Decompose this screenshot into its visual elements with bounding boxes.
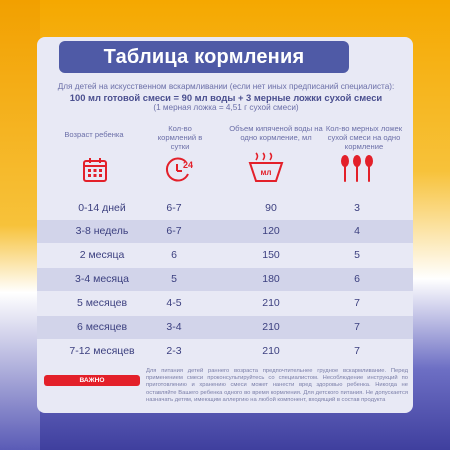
table-row: 7-12 месяцев 2-3 210 7 (37, 340, 413, 363)
column-header-water: Объем кипяченой воды на одно кормление, … (229, 124, 323, 142)
cell-age: 3-8 недель (75, 225, 129, 237)
cell-water: 120 (262, 225, 280, 237)
cell-spoons: 4 (354, 225, 360, 237)
column-header-feedings: Кол-во кормлений в сутки (157, 124, 203, 151)
table-row: 3-8 недель 6-7 120 4 (37, 220, 413, 243)
background-left (0, 0, 40, 450)
cell-age: 0-14 дней (78, 202, 126, 214)
cell-age: 2 месяца (79, 249, 125, 261)
cell-water: 210 (262, 345, 280, 357)
cell-water: 90 (265, 202, 277, 214)
cell-water: 180 (262, 273, 280, 285)
cell-feedings: 2-3 (166, 345, 182, 357)
cell-feedings: 3-4 (166, 321, 182, 333)
important-text: Для питания детей раннего возраста предп… (146, 368, 408, 403)
cell-age: 3-4 месяца (75, 273, 129, 285)
cell-spoons: 5 (354, 249, 360, 261)
cell-feedings: 6 (171, 249, 177, 261)
cell-age: 7-12 месяцев (69, 345, 135, 357)
table-row: 3-4 месяца 5 180 6 (37, 268, 413, 291)
cell-spoons: 7 (354, 345, 360, 357)
table-row: 5 месяцев 4-5 210 7 (37, 292, 413, 315)
clock-24-icon: 24 (165, 157, 193, 182)
clock-label: 24 (183, 160, 193, 170)
cell-feedings: 6-7 (166, 202, 182, 214)
table-row: 2 месяца 6 150 5 (37, 244, 413, 267)
page-title: Таблица кормления (59, 41, 349, 73)
intro-formula: 100 мл готовой смеси = 90 мл воды + 3 ме… (69, 92, 383, 103)
cell-water: 210 (262, 321, 280, 333)
intro-note: (1 мерная ложка = 4,51 г сухой смеси) (153, 103, 299, 112)
column-header-age: Возраст ребенка (64, 130, 124, 139)
cell-spoons: 7 (354, 297, 360, 309)
cell-feedings: 5 (171, 273, 177, 285)
table-row: 0-14 дней 6-7 90 3 (37, 197, 413, 220)
cell-spoons: 3 (354, 202, 360, 214)
three-spoons-icon (341, 155, 373, 182)
intro-text: Для детей на искусственном вскармливании… (44, 82, 408, 113)
cell-water: 150 (262, 249, 280, 261)
table-row: 6 месяцев 3-4 210 7 (37, 316, 413, 339)
cell-age: 5 месяцев (76, 297, 128, 309)
cell-spoons: 6 (354, 273, 360, 285)
cell-feedings: 4-5 (166, 297, 182, 309)
cell-spoons: 7 (354, 321, 360, 333)
calendar-icon (83, 158, 107, 182)
bowl-ml-icon: мл (248, 152, 284, 182)
cell-age: 6 месяцев (76, 321, 128, 333)
bowl-label: мл (261, 168, 272, 177)
cell-feedings: 6-7 (166, 225, 182, 237)
cell-water: 210 (262, 297, 280, 309)
important-badge: ВАЖНО (44, 375, 140, 386)
intro-line: Для детей на искусственном вскармливании… (57, 82, 395, 91)
column-header-spoons: Кол-во мерных ложек сухой смеси на одно … (325, 124, 403, 151)
